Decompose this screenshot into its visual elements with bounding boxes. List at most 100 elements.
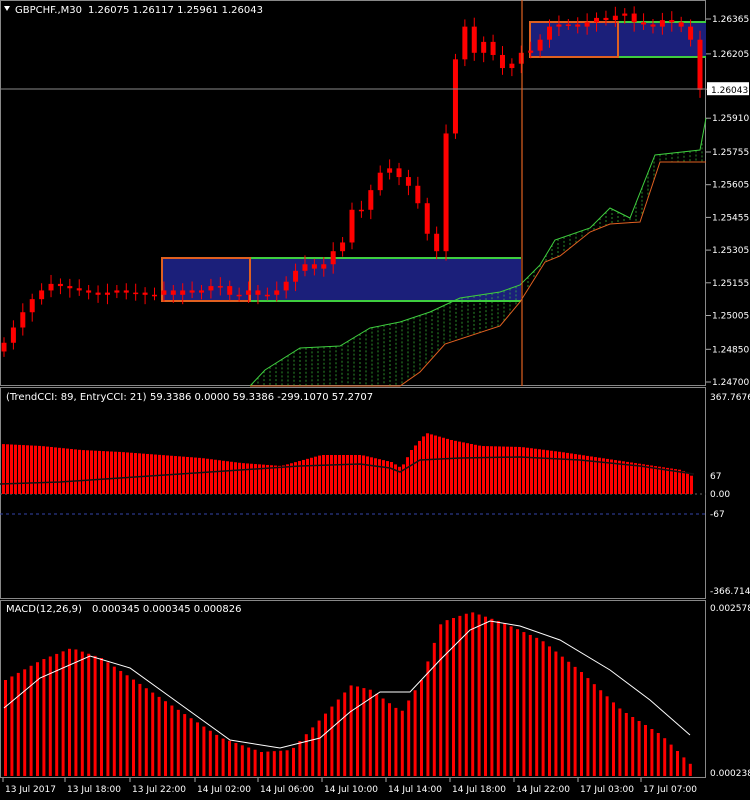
cci-bar — [370, 457, 373, 494]
cci-bar — [290, 463, 293, 494]
macd-bar — [253, 749, 257, 776]
macd-bar — [311, 727, 315, 776]
cci-bar — [514, 446, 517, 494]
candle-body — [509, 63, 515, 69]
main-pane[interactable] — [0, 0, 706, 386]
macd-axis-label: 0.000238 — [710, 769, 750, 779]
macd-bar — [125, 675, 129, 776]
candle-body — [264, 294, 270, 297]
macd-bar — [138, 683, 142, 776]
cci-bar — [630, 462, 633, 494]
cci-bar — [242, 463, 245, 494]
cci-bar — [38, 445, 41, 494]
macd-bar — [61, 651, 65, 776]
time-tick-label: 13 Jul 2017 — [5, 785, 56, 795]
cci-bar — [418, 440, 421, 494]
price-tick-label: 1.25305 — [712, 246, 749, 256]
cci-bar — [466, 443, 469, 494]
cci-bar — [278, 465, 281, 494]
dropdown-triangle-icon[interactable] — [4, 6, 10, 11]
cci-bar — [206, 458, 209, 494]
cci-bar — [538, 449, 541, 494]
cci-bar — [470, 444, 473, 494]
macd-bar — [304, 734, 308, 776]
cci-bar — [454, 440, 457, 494]
macd-bar — [260, 752, 263, 776]
cci-bar — [158, 454, 161, 494]
macd-bar — [605, 696, 609, 776]
candle-body — [95, 292, 101, 295]
cci-bar — [246, 463, 249, 494]
candle-body — [236, 294, 242, 297]
candle-body — [142, 292, 148, 295]
cci-bar — [274, 465, 277, 494]
macd-bar — [541, 641, 545, 776]
macd-bar — [618, 708, 622, 776]
cci-bar — [362, 455, 365, 494]
candle-body — [48, 283, 54, 291]
time-tick-label: 14 Jul 02:00 — [197, 785, 251, 795]
cci-bar — [462, 442, 465, 494]
macd-values: 0.000345 0.000345 0.000826 — [92, 604, 242, 615]
candle-body — [76, 288, 82, 291]
macd-bar — [266, 751, 270, 776]
cci-bar — [386, 461, 389, 494]
macd-bar — [368, 689, 372, 776]
cci-pane[interactable] — [0, 387, 706, 599]
cci-bar — [666, 467, 669, 494]
cci-bar — [82, 450, 85, 494]
macd-bar — [445, 620, 449, 776]
macd-bar — [394, 707, 398, 776]
candle-body — [199, 290, 205, 293]
cci-bar — [298, 461, 301, 494]
candle-body — [368, 190, 374, 210]
entry-cci-line — [0, 456, 695, 485]
macd-pane[interactable] — [0, 600, 706, 778]
candle-body — [189, 290, 195, 293]
macd-bar — [509, 626, 513, 776]
macd-bar — [106, 662, 110, 776]
cci-bar — [14, 444, 17, 494]
candle-body — [340, 242, 346, 252]
cci-bar — [58, 447, 61, 494]
macd-bar — [48, 656, 52, 776]
macd-bar — [503, 623, 507, 776]
cci-bar — [342, 455, 345, 494]
price-tick-label: 1.24850 — [712, 345, 749, 355]
cci-bar — [642, 464, 645, 494]
macd-bar — [16, 672, 20, 776]
macd-bar — [74, 649, 78, 776]
cci-bar — [178, 456, 181, 494]
cci-bar — [270, 465, 273, 494]
cci-bar — [582, 455, 585, 494]
range-box-fill — [161, 258, 521, 301]
cci-bar — [690, 475, 693, 494]
cci-label: (TrendCCI: 89, EntryCCI: 21) — [6, 392, 147, 403]
candle-body — [180, 290, 186, 295]
cci-bar — [138, 453, 141, 494]
macd-bar — [490, 618, 494, 776]
cci-bar — [586, 455, 589, 494]
macd-bar — [317, 720, 321, 776]
time-tick-label: 17 Jul 07:00 — [643, 785, 697, 795]
cci-bar — [534, 448, 537, 494]
cci-bar — [226, 461, 229, 494]
cci-bar — [686, 473, 689, 494]
price-tick-label: 1.26365 — [712, 15, 749, 25]
cci-bar — [610, 459, 613, 494]
cci-bar — [550, 450, 553, 494]
cci-bar — [154, 454, 157, 494]
time-tick-label: 14 Jul 14:00 — [388, 785, 442, 795]
candle-body — [255, 290, 261, 295]
cci-bar — [638, 463, 641, 494]
macd-bar — [644, 725, 647, 776]
candle-body — [405, 177, 411, 186]
cci-bar — [306, 458, 309, 494]
candle-body — [10, 327, 16, 343]
cci-bar — [146, 453, 149, 494]
cci-bar — [86, 450, 89, 494]
cci-bar — [102, 451, 105, 494]
cci-bar — [78, 449, 81, 494]
macd-bar — [279, 750, 283, 776]
